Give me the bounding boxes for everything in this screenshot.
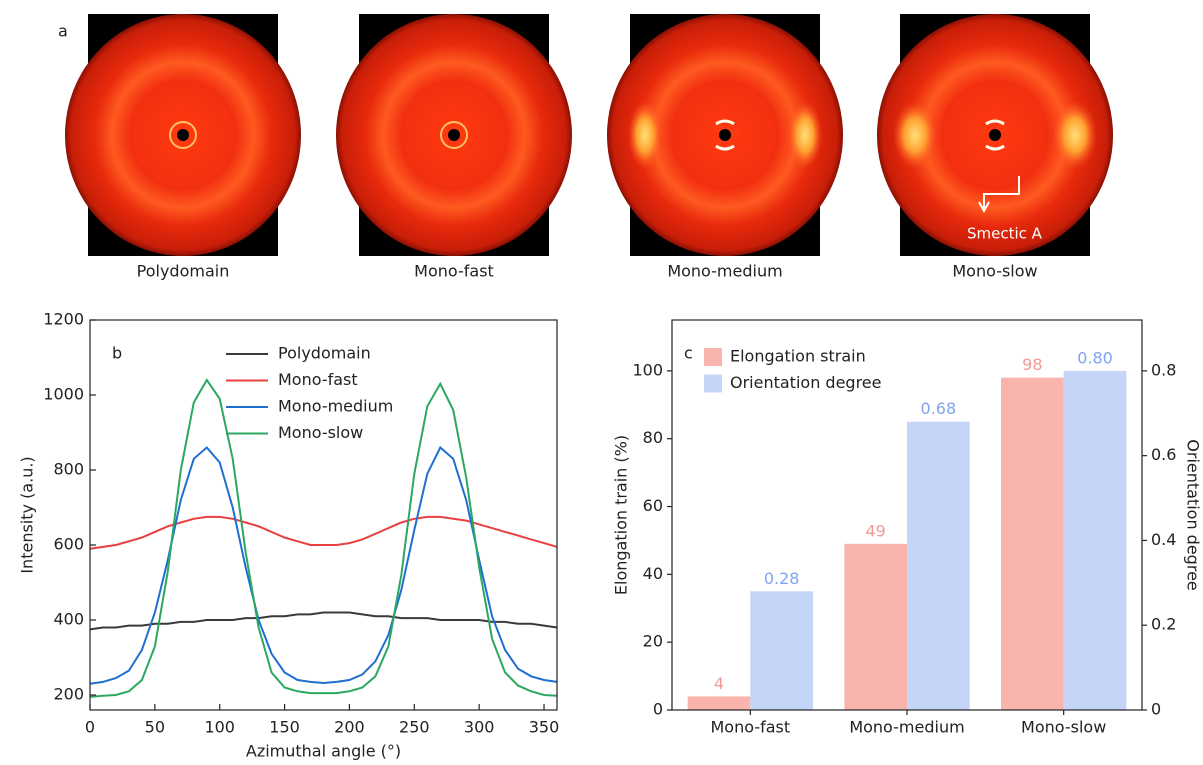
y-tick-label: 800 — [53, 460, 84, 479]
image-label: Mono-medium — [667, 262, 782, 281]
beam-stop — [719, 129, 731, 141]
y-axis-title: Elongation train (%) — [612, 435, 631, 595]
panel-label: a — [58, 22, 68, 41]
y-tick-label: 100 — [632, 360, 663, 379]
x-tick-label: 0 — [85, 718, 95, 737]
panel-label: c — [684, 344, 693, 363]
value-label: 0.80 — [1077, 348, 1113, 367]
x-tick-label: 150 — [269, 718, 300, 737]
legend-label: Orientation degree — [730, 373, 881, 392]
legend-label: Polydomain — [278, 344, 371, 363]
spot — [893, 101, 937, 169]
x-tick-label: 200 — [334, 718, 365, 737]
ring — [440, 121, 468, 149]
y-tick-label: 1000 — [43, 385, 84, 404]
x-axis-title: Azimuthal angle (°) — [246, 742, 401, 761]
line-series — [89, 515, 558, 550]
legend-swatch — [704, 374, 722, 393]
y-tick-label: 600 — [53, 535, 84, 554]
y2-tick-label: 0 — [1151, 700, 1161, 719]
y-tick-label: 80 — [643, 428, 663, 447]
y-tick-label: 20 — [643, 632, 663, 651]
y-tick-label: 40 — [643, 564, 663, 583]
y2-axis-title: Orientation degree — [1184, 439, 1203, 590]
line-series — [89, 611, 558, 631]
x-tick-label: 100 — [204, 718, 235, 737]
legend-label: Elongation strain — [730, 347, 866, 366]
value-label: 98 — [1022, 355, 1042, 374]
value-label: 0.28 — [764, 569, 800, 588]
bar — [687, 696, 751, 710]
y2-tick-label: 0.2 — [1151, 615, 1176, 634]
plot-frame — [89, 319, 558, 711]
bar — [1001, 377, 1064, 710]
bar — [844, 543, 907, 710]
spot — [787, 101, 823, 169]
beam-stop — [177, 129, 189, 141]
x-tick-label: 300 — [464, 718, 495, 737]
x-tick-label: 350 — [529, 718, 560, 737]
y2-tick-label: 0.8 — [1151, 360, 1176, 379]
line-series — [89, 445, 558, 685]
beam-stop — [989, 129, 1001, 141]
annotation: Smectic A — [967, 225, 1043, 243]
x-tick-label: 50 — [145, 718, 165, 737]
beam-stop — [448, 129, 460, 141]
value-label: 0.68 — [921, 399, 957, 418]
x-tick-label: Mono-medium — [849, 718, 964, 737]
legend-label: Mono-slow — [278, 423, 363, 442]
y2-tick-label: 0.4 — [1151, 530, 1176, 549]
bar — [750, 591, 813, 710]
arc — [985, 144, 1005, 151]
x-tick-label: Mono-fast — [711, 718, 791, 737]
arc — [715, 119, 735, 126]
y-tick-label: 60 — [643, 496, 663, 515]
arc — [985, 119, 1005, 126]
spot — [627, 101, 663, 169]
legend-label: Mono-fast — [278, 370, 358, 389]
ring — [169, 121, 197, 149]
plot-frame — [671, 319, 1143, 711]
panel-label: b — [112, 344, 122, 363]
y-tick-label: 400 — [53, 610, 84, 629]
y-tick-label: 1200 — [43, 310, 84, 329]
y2-tick-label: 0.6 — [1151, 445, 1176, 464]
arrow — [1117, 119, 1129, 179]
x-tick-label: 250 — [399, 718, 430, 737]
value-label: 4 — [714, 674, 724, 693]
bar — [1063, 370, 1127, 710]
arrow — [978, 176, 1020, 214]
image-label: Mono-slow — [952, 262, 1037, 281]
x-tick-label: Mono-slow — [1021, 718, 1106, 737]
legend-label: Mono-medium — [278, 397, 393, 416]
y-tick-label: 0 — [653, 700, 663, 719]
line-series — [89, 378, 558, 698]
image-label: Mono-fast — [414, 262, 494, 281]
bar — [907, 421, 970, 710]
diffraction-images — [65, 14, 1113, 256]
arc — [715, 144, 735, 151]
spot — [1053, 101, 1097, 169]
value-label: 49 — [865, 521, 885, 540]
image-label: Polydomain — [137, 262, 230, 281]
legend-swatch — [704, 348, 722, 366]
y-axis-title: Intensity (a.u.) — [18, 456, 37, 573]
y-tick-label: 200 — [53, 685, 84, 704]
